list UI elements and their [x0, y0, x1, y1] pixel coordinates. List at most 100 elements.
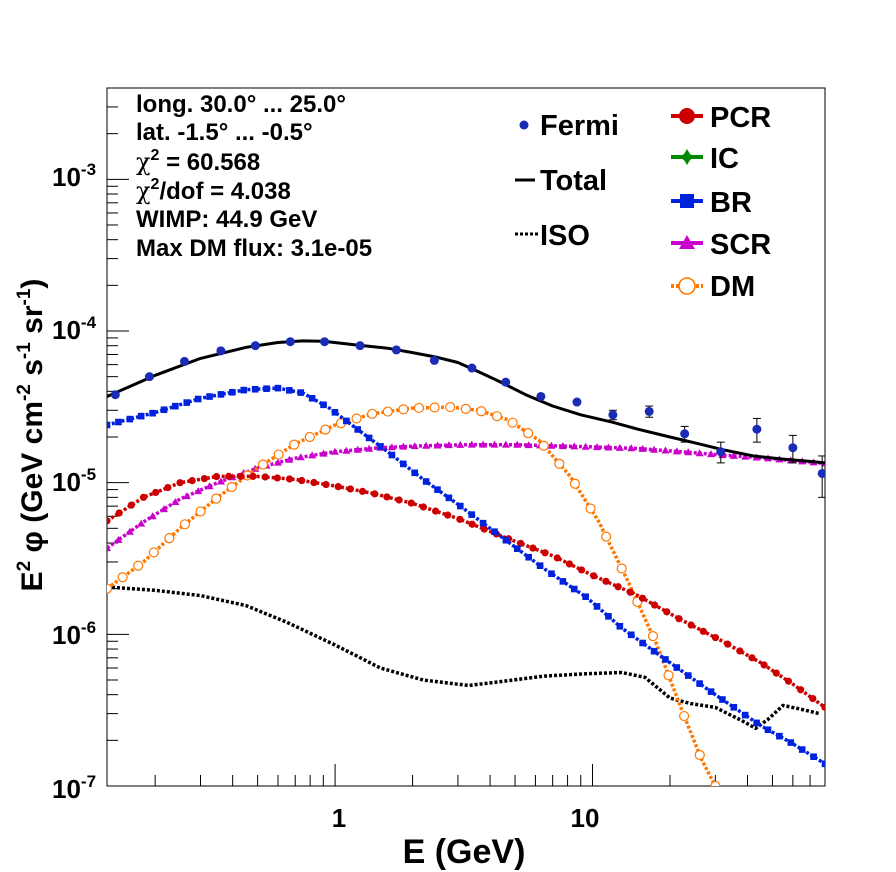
marker-br	[810, 753, 817, 761]
marker-pcr	[249, 472, 257, 480]
marker-dm	[663, 670, 674, 681]
marker-pcr	[188, 477, 196, 485]
fermi-point	[391, 345, 401, 355]
marker-pcr	[687, 621, 695, 629]
marker-scr	[661, 446, 670, 454]
legend-marker-ic	[679, 149, 695, 165]
marker-scr	[137, 519, 146, 527]
marker-pcr	[407, 499, 415, 507]
fermi-point	[817, 468, 825, 478]
fermi-point	[788, 443, 798, 453]
legend-marker-scr	[679, 235, 695, 249]
marker-pcr	[212, 472, 221, 481]
marker-br	[513, 545, 521, 553]
marker-scr	[410, 442, 419, 450]
fermi-point	[110, 390, 120, 400]
marker-dm	[679, 710, 690, 722]
series-dm	[107, 401, 721, 786]
marker-dm	[569, 478, 581, 489]
marker-pcr	[797, 686, 805, 694]
marker-pcr	[468, 520, 476, 528]
marker-pcr	[578, 566, 586, 574]
marker-pcr	[261, 473, 269, 481]
info-chi2-dof: χ2/dof = 4.038	[136, 176, 291, 205]
marker-scr	[342, 446, 351, 454]
series-scr	[107, 440, 825, 552]
marker-pcr	[480, 525, 488, 533]
marker-scr	[490, 440, 499, 448]
marker-br	[548, 570, 555, 577]
marker-pcr	[553, 554, 561, 562]
marker-pcr	[200, 475, 208, 483]
x-axis-title: E (GeV)	[403, 833, 526, 871]
marker-dm	[507, 417, 518, 428]
info-max-dm-flux: Max DM flux: 3.1e-05	[136, 235, 372, 262]
fit-info: long. 30.0° ... 25.0° lat. -1.5° ... -0.…	[136, 91, 372, 262]
marker-br	[115, 418, 122, 426]
marker-dm	[523, 427, 534, 439]
marker-pcr	[614, 583, 622, 591]
legend-label-fermi: Fermi	[540, 110, 619, 142]
marker-scr	[456, 440, 465, 448]
marker-dm	[367, 408, 378, 419]
marker-pcr	[529, 544, 537, 552]
legend-marker-fermi	[519, 120, 529, 130]
marker-pcr	[651, 601, 659, 609]
marker-pcr	[444, 511, 452, 519]
marker-br	[639, 639, 646, 647]
marker-pcr	[310, 478, 318, 487]
marker-scr	[672, 447, 681, 455]
marker-br	[422, 478, 430, 485]
marker-dm	[351, 413, 362, 424]
marker-dm	[382, 406, 393, 417]
marker-dm	[164, 533, 175, 544]
fermi-point	[320, 337, 330, 347]
legend-entry-iso: ISO	[515, 220, 590, 252]
marker-br	[354, 426, 362, 433]
marker-scr	[319, 449, 328, 457]
marker-scr	[695, 449, 704, 457]
marker-dm	[491, 411, 503, 422]
marker-scr	[513, 440, 522, 448]
marker-pcr	[517, 539, 525, 548]
marker-dm	[538, 440, 549, 451]
marker-pcr	[298, 476, 306, 485]
legend-entry-scr: SCR	[671, 229, 771, 261]
marker-scr	[182, 492, 191, 500]
marker-pcr	[322, 480, 330, 489]
fermi-point	[179, 356, 189, 366]
marker-dm	[429, 402, 440, 413]
marker-br	[183, 399, 191, 406]
marker-dm	[289, 439, 300, 450]
legend-label-total: Total	[540, 165, 607, 197]
y-tick-labels: 10-7 10-6 10-5 10-4 10-3	[52, 160, 97, 804]
marker-br	[776, 732, 783, 740]
legend-label-dm: DM	[710, 271, 755, 303]
marker-dm	[413, 402, 425, 414]
fermi-point	[355, 341, 365, 351]
marker-pcr	[699, 627, 707, 635]
marker-br	[764, 726, 772, 734]
marker-scr	[741, 452, 750, 460]
marker-scr	[148, 512, 157, 520]
marker-pcr	[285, 475, 294, 483]
marker-scr	[353, 445, 362, 453]
marker-br	[107, 421, 111, 429]
marker-br	[126, 415, 134, 423]
y-axis-title: E2 φ (GeV cm-2 s-1 sr-1)	[14, 279, 49, 592]
marker-pcr	[358, 487, 367, 495]
marker-scr	[205, 482, 214, 490]
marker-pcr	[602, 577, 610, 585]
marker-scr	[638, 444, 647, 452]
marker-dm	[398, 404, 409, 415]
y-tick-label-1e-3: 10-3	[52, 160, 96, 192]
marker-scr	[216, 477, 225, 485]
marker-br	[616, 623, 624, 630]
marker-pcr	[663, 608, 671, 616]
fermi-point	[716, 447, 726, 457]
marker-br	[719, 696, 726, 703]
marker-pcr	[638, 594, 647, 602]
marker-pcr	[809, 694, 817, 703]
marker-br	[172, 402, 179, 410]
marker-pcr	[383, 493, 391, 501]
